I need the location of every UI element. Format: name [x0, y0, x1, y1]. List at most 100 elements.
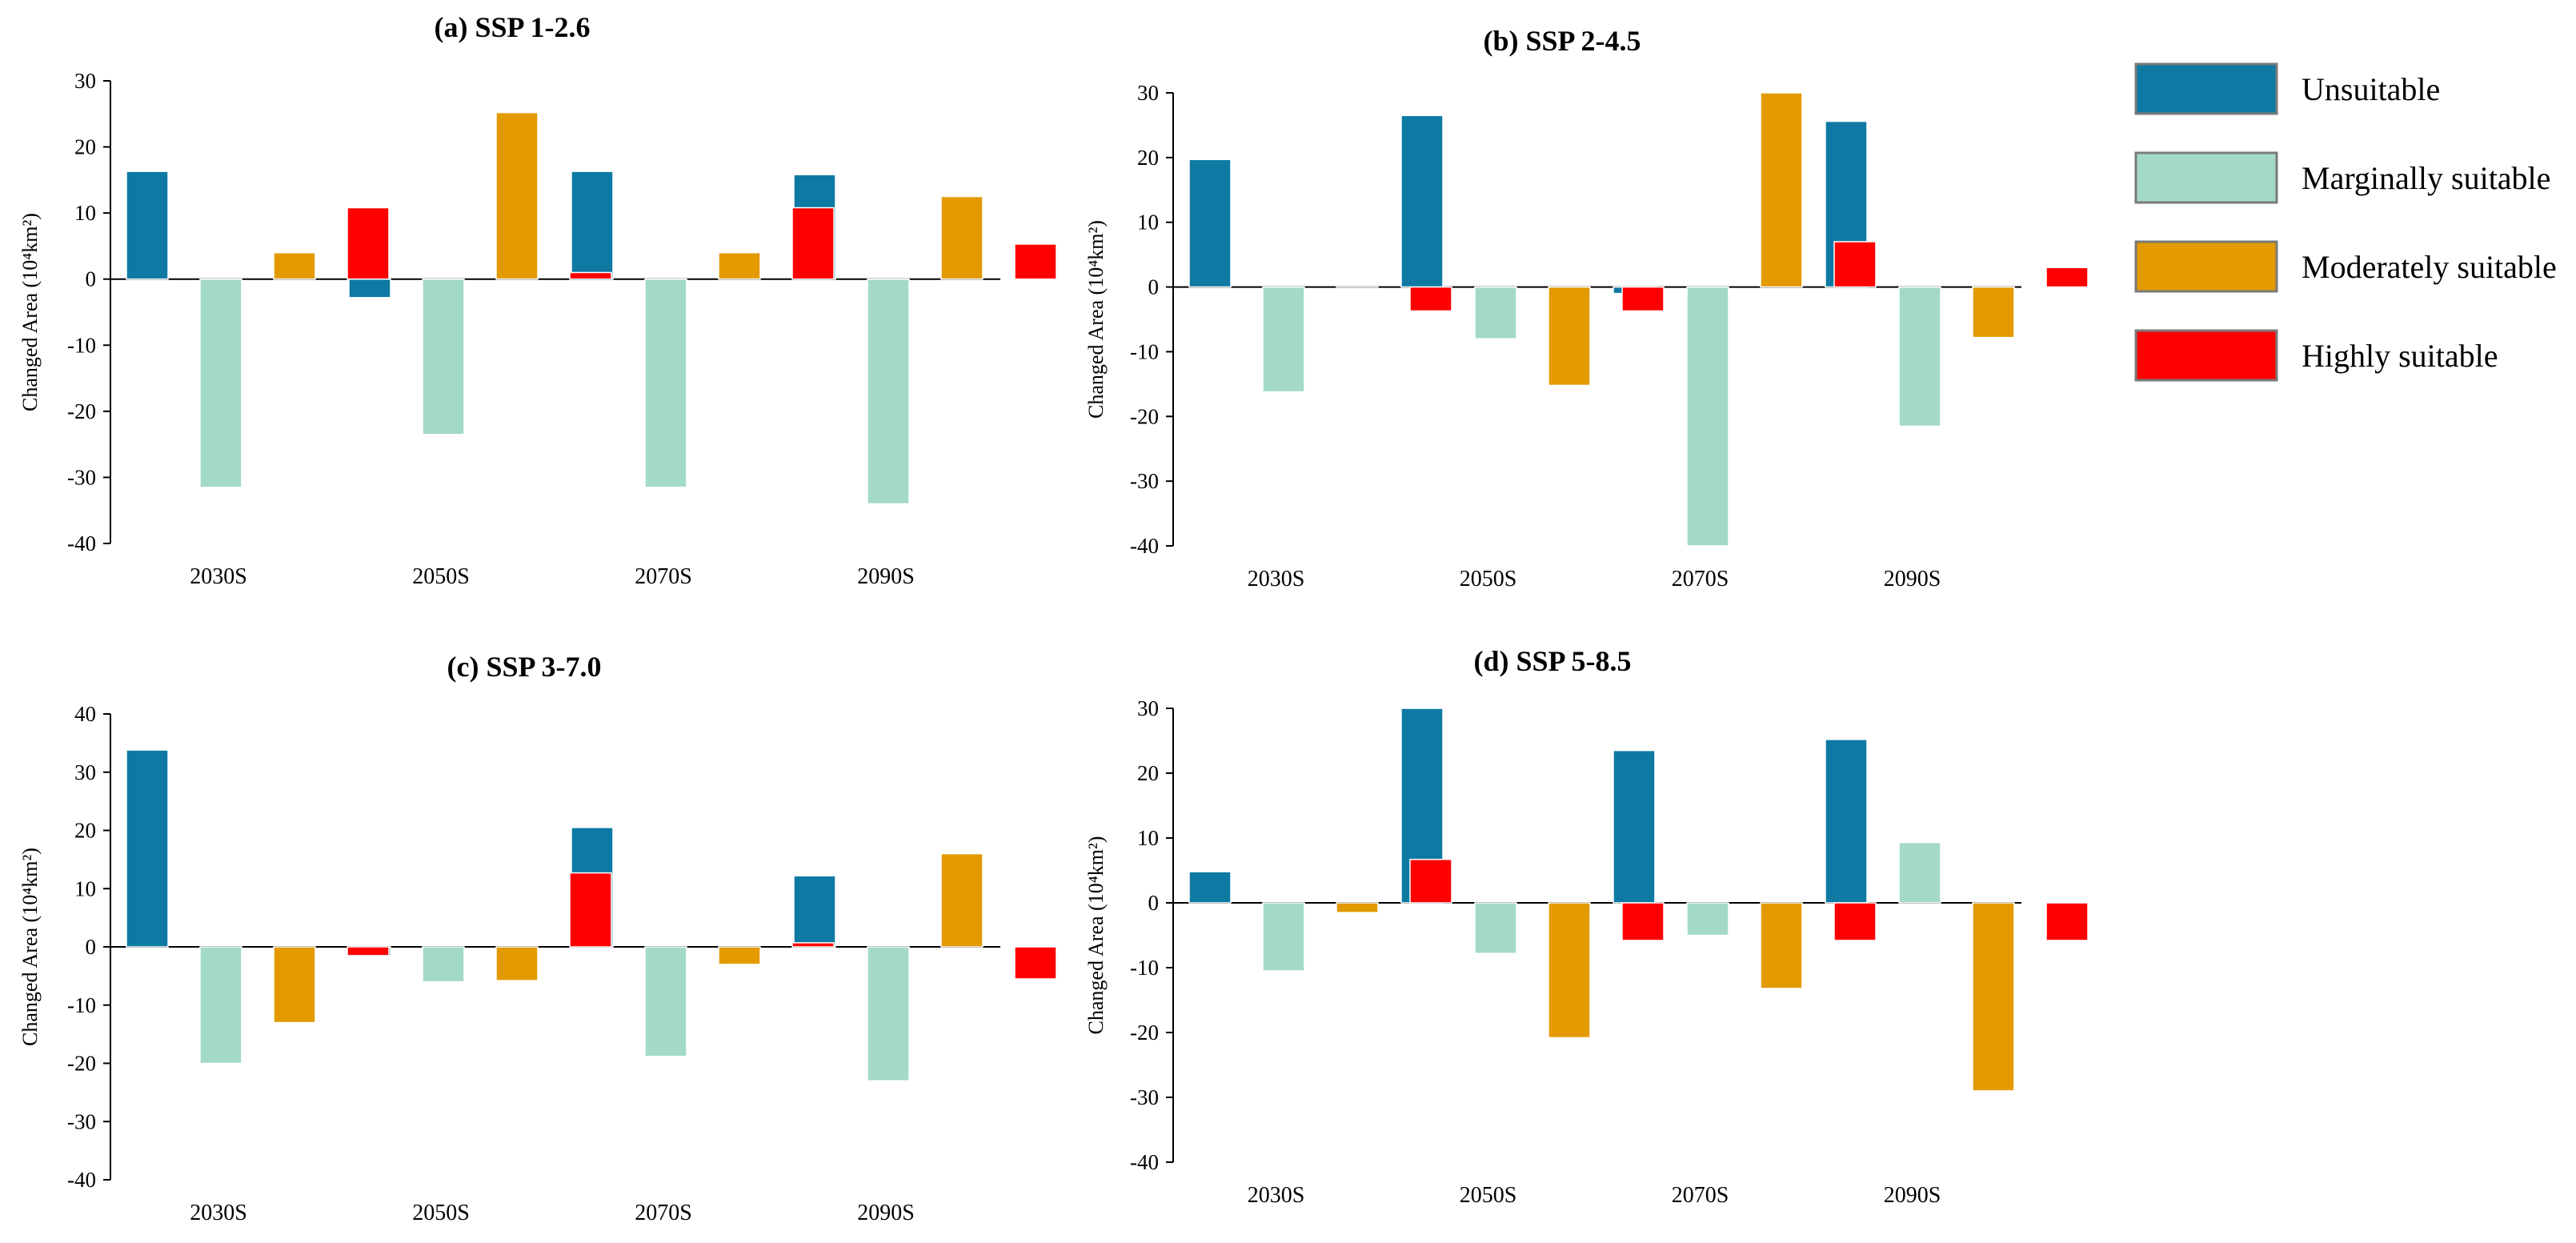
bar-2030s-unsuitable [1188, 158, 1232, 288]
bar-2050s-highly-suitable [1621, 286, 1665, 312]
y-tick-label: -10 [67, 333, 96, 357]
y-tick-label: 30 [1137, 696, 1159, 720]
legend: Unsuitable Marginally suitable Moderately … [2134, 62, 2557, 382]
y-tick-label: -30 [1130, 469, 1159, 493]
bar-2090s-unsuitable [1825, 739, 1868, 904]
y-tick-label: 20 [74, 135, 96, 159]
bar-2070s-marginally-suitable [644, 946, 687, 1057]
y-tick-label: -40 [1130, 534, 1159, 558]
x-category-label: 2030S [190, 564, 247, 589]
bar-2030s-highly-suitable [1409, 286, 1452, 312]
y-axis-label: Changed Area (10⁴km²) [1084, 836, 1108, 1035]
bar-2090s-marginally-suitable [867, 946, 910, 1082]
bar-2090s-highly-suitable [2045, 267, 2089, 288]
chart-title: (c) SSP 3-7.0 [447, 651, 602, 683]
bar-2070s-highly-suitable [791, 942, 835, 948]
bar-2090s-highly-suitable [1014, 243, 1057, 280]
y-tick-label: 10 [74, 876, 96, 900]
bar-2090s-marginally-suitable [1898, 841, 1941, 904]
bar-2050s-moderately-suitable [495, 111, 539, 280]
bar-2030s-marginally-suitable [1262, 902, 1305, 972]
y-tick-label: 40 [74, 702, 96, 726]
bar-2050s-marginally-suitable [1474, 902, 1517, 954]
y-tick-label: 30 [74, 760, 96, 784]
x-category-label: 2050S [412, 1201, 470, 1225]
x-category-label: 2050S [1460, 1183, 1517, 1208]
y-tick-label: -30 [67, 1109, 96, 1133]
y-tick-label: 0 [86, 935, 97, 959]
y-tick-label: -40 [67, 1168, 96, 1192]
bar-2030s-unsuitable [126, 170, 169, 280]
bar-2090s-moderately-suitable [940, 195, 984, 280]
bar-2090s-moderately-suitable [1972, 286, 2015, 339]
bar-2070s-marginally-suitable [1686, 902, 1729, 936]
chart-panel-3: (c) SSP 3-7.0 Changed Area (10⁴km²) 40 30 20… [18, 651, 1057, 1225]
legend-swatch-unsuitable [2134, 62, 2278, 115]
chart-panels: (a) SSP 1-2.6 Changed Area (10⁴km²) 30 20 10… [18, 11, 2089, 1225]
y-tick-label: 10 [74, 201, 96, 225]
y-tick-label: 20 [1137, 761, 1159, 785]
legend-swatch-highly-suitable [2134, 329, 2278, 382]
x-category-label: 2030S [190, 1201, 247, 1225]
bar-2030s-moderately-suitable [273, 946, 316, 1024]
y-tick-label: 0 [86, 267, 97, 291]
bar-2030s-unsuitable [126, 749, 169, 948]
bar-2090s-highly-suitable [1014, 946, 1057, 980]
bar-2090s-moderately-suitable [1972, 902, 2015, 1092]
x-category-label: 2070S [1672, 1183, 1729, 1208]
legend-swatch-marginally-suitable [2134, 151, 2278, 204]
y-tick-label: -30 [1130, 1085, 1159, 1109]
y-tick-label: -40 [67, 531, 96, 555]
bar-2090s-highly-suitable [2045, 902, 2089, 941]
bar-2050s-highly-suitable [569, 872, 612, 948]
chart-title: (b) SSP 2-4.5 [1483, 25, 1641, 57]
bar-2030s-moderately-suitable [1336, 902, 1379, 913]
bar-2050s-moderately-suitable [1548, 286, 1591, 387]
bar-2050s-marginally-suitable [422, 278, 465, 435]
y-tick-label: -40 [1130, 1150, 1159, 1174]
bar-2090s-unsuitable [793, 875, 836, 948]
bar-2090s-marginally-suitable [867, 278, 910, 505]
bar-2090s-marginally-suitable [1898, 286, 1941, 427]
y-tick-label: -30 [67, 465, 96, 489]
x-category-label: 2030S [1248, 1183, 1305, 1208]
bar-2070s-marginally-suitable [1686, 286, 1729, 547]
bar-2030s-marginally-suitable [199, 946, 242, 1065]
bar-2070s-unsuitable [1613, 749, 1656, 904]
bar-2070s-highly-suitable [1833, 902, 1877, 941]
bar-2070s-moderately-suitable [1760, 902, 1803, 989]
bar-2050s-highly-suitable [569, 271, 612, 280]
y-tick-label: -10 [67, 993, 96, 1017]
y-tick-label: -20 [1130, 404, 1159, 428]
y-tick-label: -20 [67, 399, 96, 423]
x-category-label: 2030S [1248, 567, 1305, 591]
bar-2050s-unsuitable [1400, 114, 1444, 288]
bar-2030s-marginally-suitable [199, 278, 242, 488]
bar-2070s-unsuitable [571, 170, 614, 280]
bar-2050s-moderately-suitable [1548, 902, 1591, 1039]
bar-2070s-moderately-suitable [1760, 92, 1803, 288]
x-category-label: 2090S [1884, 1183, 1941, 1208]
bar-2070s-moderately-suitable [718, 251, 761, 280]
chart-panel-4: (d) SSP 5-8.5 Changed Area (10⁴km²) 30 20 10… [1084, 645, 2089, 1208]
y-tick-label: -20 [1130, 1020, 1159, 1045]
bar-2070s-highly-suitable [791, 206, 835, 280]
x-category-label: 2050S [412, 564, 470, 589]
bar-2050s-moderately-suitable [495, 946, 539, 981]
bar-2050s-unsuitable [348, 278, 391, 299]
bar-2030s-marginally-suitable [1262, 286, 1305, 393]
y-tick-label: 0 [1148, 891, 1160, 915]
x-category-label: 2050S [1460, 567, 1517, 591]
legend-swatch-moderately-suitable [2134, 240, 2278, 293]
x-category-label: 2070S [635, 1201, 692, 1225]
y-tick-label: -20 [67, 1052, 96, 1076]
y-tick-label: 10 [1137, 211, 1159, 235]
chart-panel-1: (a) SSP 1-2.6 Changed Area (10⁴km²) 30 20 10… [18, 11, 1057, 589]
y-tick-label: -10 [1130, 956, 1159, 980]
bar-2070s-moderately-suitable [718, 946, 761, 965]
y-tick-label: 20 [1137, 146, 1159, 170]
x-category-label: 2070S [635, 564, 692, 589]
chart-title: (d) SSP 5-8.5 [1473, 645, 1631, 677]
bar-2050s-highly-suitable [1621, 902, 1665, 941]
